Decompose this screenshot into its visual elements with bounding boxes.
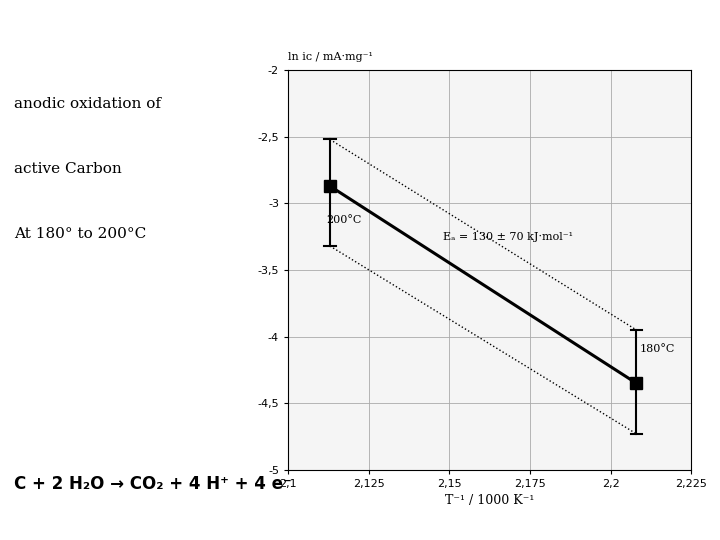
Text: At 180° to 200°C: At 180° to 200°C [14,227,147,241]
Text: active Carbon: active Carbon [14,162,122,176]
Text: 180°C: 180°C [639,344,675,354]
Text: C + 2 H₂O → CO₂ + 4 H⁺ + 4 e⁻: C + 2 H₂O → CO₂ + 4 H⁺ + 4 e⁻ [14,475,292,493]
Text: ln iᴄ / mA·mg⁻¹: ln iᴄ / mA·mg⁻¹ [288,52,373,62]
Text: anodic oxidation of: anodic oxidation of [14,97,161,111]
Text: 200°C: 200°C [327,215,362,225]
Text: Eₐ = 130 ± 70 kJ·mol⁻¹: Eₐ = 130 ± 70 kJ·mol⁻¹ [443,232,573,242]
X-axis label: T⁻¹ / 1000 K⁻¹: T⁻¹ / 1000 K⁻¹ [445,495,534,508]
